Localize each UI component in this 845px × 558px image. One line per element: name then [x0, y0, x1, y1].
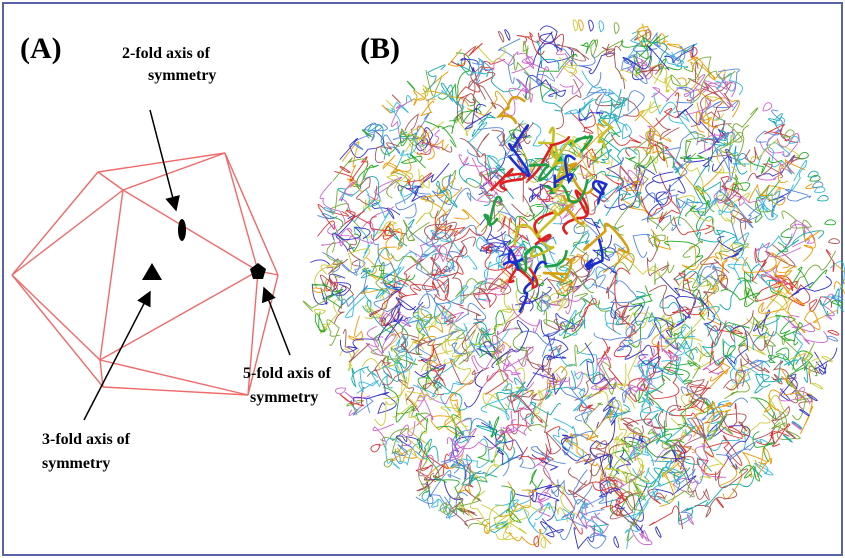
annotation: 3-fold axis of — [42, 431, 131, 448]
annotation: symmetry — [250, 389, 318, 406]
annotation: symmetry — [42, 455, 110, 472]
panel-label: (B) — [360, 32, 400, 65]
annotation: 2-fold axis of — [122, 45, 211, 62]
annotation: 5-fold axis of — [243, 365, 332, 382]
panel-label: (A) — [20, 32, 62, 65]
two-fold-symbol — [178, 219, 186, 241]
annotation: symmetry — [148, 67, 216, 84]
figure: (A) (B) 2-fold axis of symmetry 5-fold a… — [0, 0, 845, 558]
